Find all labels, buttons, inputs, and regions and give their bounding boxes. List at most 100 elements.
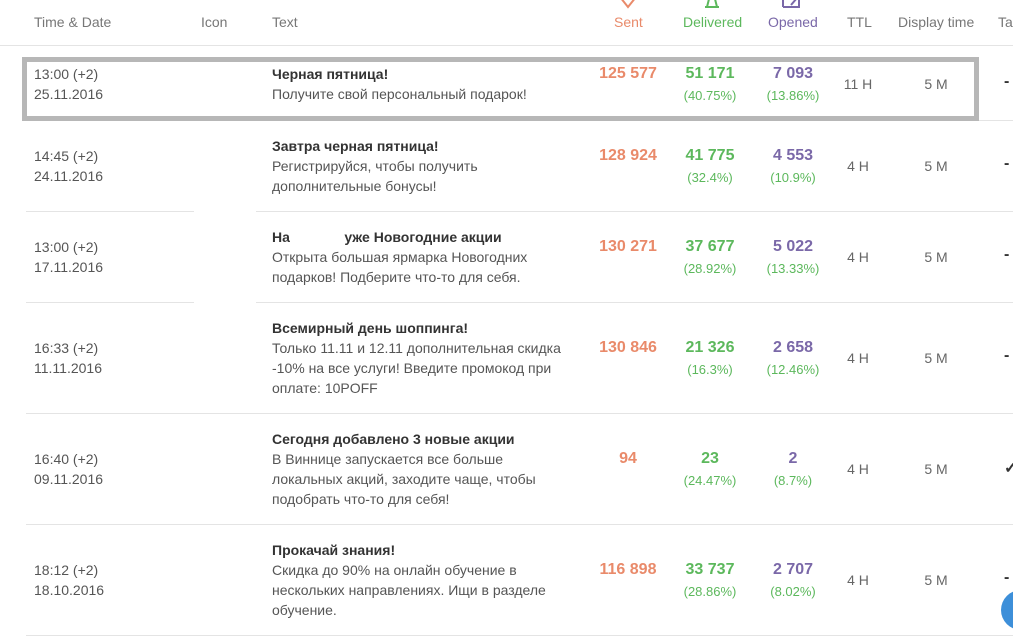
sent-count: 130 846 bbox=[599, 339, 657, 356]
row-title: На уже Новогодние акции bbox=[272, 229, 502, 245]
sent-count: 130 271 bbox=[599, 238, 657, 255]
header-tail: Ta bbox=[998, 14, 1013, 30]
row-tail-value: - bbox=[1004, 569, 1010, 586]
table-header: Time & Date Icon Text Sent Delivered Ope… bbox=[0, 0, 1013, 46]
row-body: Скидка до 90% на онлайн обучение в неско… bbox=[272, 562, 546, 618]
send-icon bbox=[617, 0, 639, 14]
row-time: 13:00 (+2) bbox=[34, 66, 99, 82]
opened-percent: (13.86%) bbox=[766, 88, 820, 103]
row-divider bbox=[26, 524, 1013, 525]
sent-count: 125 577 bbox=[599, 65, 657, 82]
row-date: 09.11.2016 bbox=[34, 471, 104, 487]
table-row[interactable]: 16:33 (+2) 11.11.2016 Всемирный день шоп… bbox=[0, 303, 1013, 413]
row-divider bbox=[26, 635, 1013, 636]
delivered-count: 21 326 bbox=[685, 339, 735, 356]
row-body: Открыта большая ярмарка Новогодних подар… bbox=[272, 249, 528, 285]
row-time: 18:12 (+2) bbox=[34, 562, 99, 578]
row-time: 14:45 (+2) bbox=[34, 148, 99, 164]
header-delivered[interactable]: Delivered bbox=[683, 14, 743, 30]
table-row[interactable]: 13:00 (+2) 17.11.2016 На уже Новогодние … bbox=[0, 212, 1013, 302]
delivered-count: 33 737 bbox=[685, 561, 735, 578]
sent-count: 116 898 bbox=[599, 561, 657, 578]
display-time-value: 5 M bbox=[924, 249, 948, 265]
sent-count: 94 bbox=[619, 450, 637, 467]
opened-count: 2 bbox=[788, 450, 798, 467]
row-tail-value: - bbox=[1004, 246, 1010, 263]
row-tail-value: - bbox=[1004, 155, 1010, 172]
display-time-value: 5 M bbox=[924, 572, 948, 588]
table-row[interactable]: 18:12 (+2) 18.10.2016 Прокачай знания! С… bbox=[0, 525, 1013, 635]
row-time: 16:33 (+2) bbox=[34, 340, 99, 356]
table-row[interactable]: 16:40 (+2) 09.11.2016 Сегодня добавлено … bbox=[0, 414, 1013, 524]
opened-percent: (12.46%) bbox=[766, 362, 820, 377]
ttl-value: 4 H bbox=[847, 158, 869, 174]
ttl-value: 4 H bbox=[847, 461, 869, 477]
row-body: В Виннице запускается все больше локальн… bbox=[272, 451, 536, 507]
display-time-value: 5 M bbox=[924, 350, 948, 366]
header-ttl: TTL bbox=[847, 14, 872, 30]
delivered-count: 23 bbox=[701, 450, 719, 467]
row-body: Только 11.11 и 12.11 дополнительная скид… bbox=[272, 340, 561, 396]
display-time-value: 5 M bbox=[924, 76, 948, 92]
row-title: Черная пятница! bbox=[272, 66, 389, 82]
opened-percent: (13.33%) bbox=[766, 261, 820, 276]
row-title: Всемирный день шоппинга! bbox=[272, 320, 469, 336]
opened-count: 5 022 bbox=[772, 238, 814, 255]
delivered-percent: (28.86%) bbox=[683, 584, 737, 599]
header-sent[interactable]: Sent bbox=[614, 14, 643, 30]
header-display-time: Display time bbox=[898, 14, 975, 30]
row-date: 18.10.2016 bbox=[34, 582, 105, 598]
row-divider bbox=[26, 211, 194, 212]
delivered-percent: (40.75%) bbox=[683, 88, 737, 103]
row-divider bbox=[26, 302, 194, 303]
row-title: Сегодня добавлено 3 новые акции bbox=[272, 431, 515, 447]
row-divider bbox=[256, 211, 1013, 212]
row-date: 24.11.2016 bbox=[34, 168, 104, 184]
selected-row-highlight bbox=[22, 57, 979, 121]
display-time-value: 5 M bbox=[924, 461, 948, 477]
row-title: Завтра черная пятница! bbox=[272, 138, 439, 154]
row-title: Прокачай знания! bbox=[272, 542, 396, 558]
opened-count: 2 707 bbox=[772, 561, 814, 578]
delivered-percent: (24.47%) bbox=[683, 473, 737, 488]
floating-action-button[interactable] bbox=[1001, 590, 1013, 630]
delivered-percent: (28.92%) bbox=[683, 261, 737, 276]
row-tail-value: ✓ bbox=[1004, 460, 1013, 477]
ttl-value: 4 H bbox=[847, 572, 869, 588]
row-date: 25.11.2016 bbox=[34, 86, 104, 102]
opened-count: 2 658 bbox=[772, 339, 814, 356]
row-time: 13:00 (+2) bbox=[34, 239, 99, 255]
row-body: Регистрируйся, чтобы получить дополнител… bbox=[272, 158, 478, 194]
opened-count: 7 093 bbox=[772, 65, 814, 82]
ttl-value: 4 H bbox=[847, 249, 869, 265]
opened-count: 4 553 bbox=[772, 147, 814, 164]
bell-icon bbox=[701, 0, 723, 14]
row-divider bbox=[256, 302, 1013, 303]
table-row[interactable]: 14:45 (+2) 24.11.2016 Завтра черная пятн… bbox=[0, 121, 1013, 211]
ttl-value: 11 H bbox=[843, 76, 873, 92]
row-date: 11.11.2016 bbox=[34, 360, 102, 376]
row-tail-value: - bbox=[1004, 347, 1010, 364]
row-time: 16:40 (+2) bbox=[34, 451, 99, 467]
row-divider bbox=[26, 413, 1013, 414]
row-tail-value: - bbox=[1004, 73, 1010, 90]
delivered-count: 41 775 bbox=[685, 147, 735, 164]
row-date: 17.11.2016 bbox=[34, 259, 104, 275]
delivered-count: 51 171 bbox=[685, 65, 735, 82]
header-opened[interactable]: Opened bbox=[768, 14, 818, 30]
header-icon: Icon bbox=[201, 14, 228, 30]
row-body: Получите свой персональный подарок! bbox=[272, 86, 527, 102]
open-external-icon bbox=[781, 0, 801, 14]
table-row[interactable]: 13:00 (+2) 25.11.2016 Черная пятница! По… bbox=[0, 47, 1013, 121]
header-text: Text bbox=[272, 14, 298, 30]
delivered-count: 37 677 bbox=[685, 238, 735, 255]
opened-percent: (8.7%) bbox=[773, 473, 813, 488]
opened-percent: (8.02%) bbox=[770, 584, 816, 599]
display-time-value: 5 M bbox=[924, 158, 948, 174]
delivered-percent: (16.3%) bbox=[687, 362, 733, 377]
ttl-value: 4 H bbox=[847, 350, 869, 366]
sent-count: 128 924 bbox=[599, 147, 657, 164]
header-time-date[interactable]: Time & Date bbox=[34, 14, 112, 30]
delivered-percent: (32.4%) bbox=[687, 170, 733, 185]
opened-percent: (10.9%) bbox=[770, 170, 816, 185]
